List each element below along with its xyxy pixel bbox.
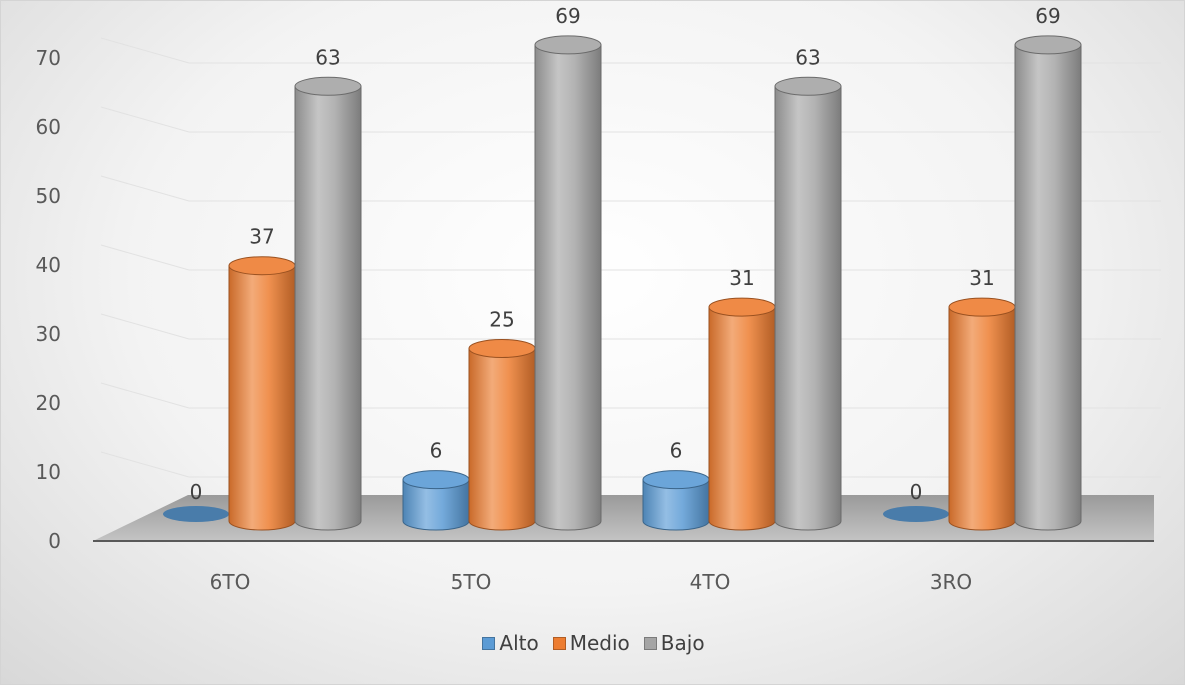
bar-top [1014,35,1082,55]
bar-body [708,306,776,531]
bar-top [774,76,842,96]
bar-medio-6to [228,256,296,531]
bar-top [402,470,470,490]
legend-label: Bajo [660,631,705,655]
y-tick-label: 0 [48,529,61,553]
y-tick-label: 30 [36,322,61,346]
bar-alto-6to [163,506,229,522]
data-label: 69 [1035,4,1060,28]
gridline-diagonal [100,244,190,271]
legend-item-medio: Medio [552,631,630,655]
data-label: 0 [910,480,923,504]
y-tick-label: 50 [36,184,61,208]
bar-bajo-4to [774,76,842,531]
bar-alto-5to [402,470,470,531]
bar-alto-3ro [883,506,949,522]
data-label: 0 [190,480,203,504]
y-tick-label: 40 [36,253,61,277]
data-label: 25 [489,308,514,332]
bar-top [642,470,710,490]
data-label: 31 [969,266,994,290]
bar-top [468,339,536,358]
data-label: 6 [430,439,443,463]
gridline-diagonal [100,313,190,340]
bar-medio-4to [708,297,776,531]
bar-top [948,297,1016,317]
legend-item-bajo: Bajo [643,631,705,655]
data-label: 37 [249,225,274,249]
bar-body [402,479,470,531]
y-tick-label: 20 [36,391,61,415]
legend-label: Medio [569,631,630,655]
bar-bajo-5to [534,35,602,531]
y-tick-label: 10 [36,460,61,484]
legend-swatch [482,636,496,650]
bar-body [468,348,536,531]
x-tick-label: 6TO [210,570,251,594]
gridline-diagonal [100,175,190,202]
x-tick-label: 3RO [930,570,972,594]
bar-body [948,306,1016,531]
x-tick-label: 5TO [451,570,492,594]
bar-zero-disc [883,506,949,522]
x-tick-label: 4TO [690,570,731,594]
data-label: 63 [315,45,340,69]
legend-item-alto: Alto [482,631,539,655]
legend: Alto Medio Bajo [1,631,1185,655]
data-label: 63 [795,45,820,69]
legend-swatch [552,636,566,650]
legend-swatch [643,636,657,650]
bar-medio-3ro [948,297,1016,531]
bar-alto-4to [642,470,710,531]
y-tick-label: 60 [36,115,61,139]
bar-body [294,85,362,531]
bar-body [228,265,296,531]
data-label: 31 [729,266,754,290]
bar-body [642,479,710,531]
bar-zero-disc [163,506,229,522]
bar-top [228,256,296,276]
bar-body [534,44,602,531]
bar-top [708,297,776,317]
gridline-diagonal [100,382,190,409]
bar-bajo-6to [294,76,362,531]
gridline-diagonal [100,451,190,478]
legend-label: Alto [499,631,539,655]
bar-medio-5to [468,339,536,531]
bar-body [774,85,842,531]
gridline-diagonal [100,37,190,64]
y-tick-label: 70 [36,46,61,70]
bar-top [534,35,602,55]
data-label: 6 [670,439,683,463]
bar-body [1014,44,1082,531]
bar-bajo-3ro [1014,35,1082,531]
gridline-diagonal [100,106,190,133]
bar-top [294,76,362,96]
data-label: 69 [555,4,580,28]
